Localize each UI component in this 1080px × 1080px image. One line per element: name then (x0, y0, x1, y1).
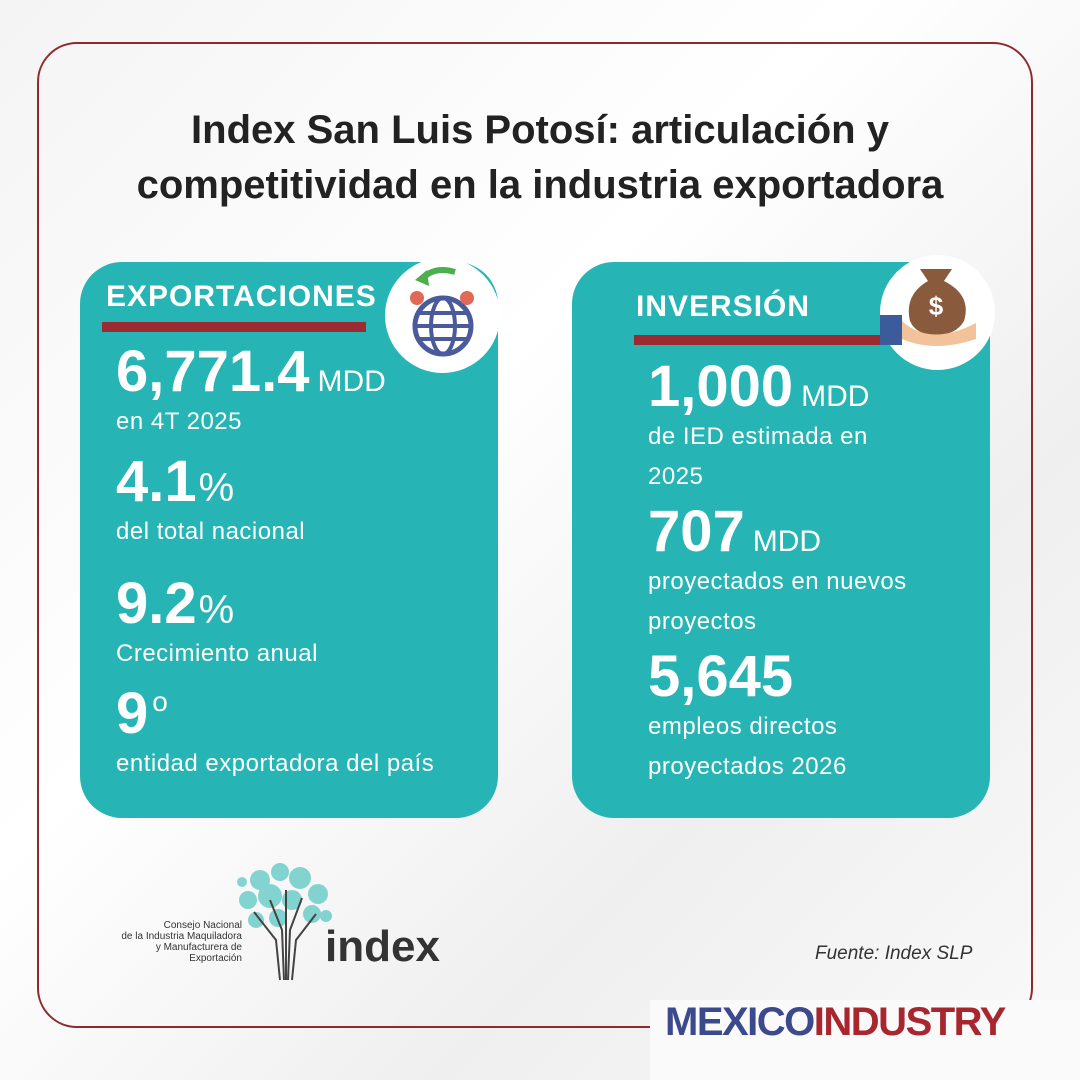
stat-value: 9.2 (116, 571, 197, 636)
stat-unit: MDD (317, 365, 386, 398)
stat-label: proyectos (648, 608, 757, 635)
stat-value: 5,645 (648, 644, 794, 709)
stat-label: proyectados en nuevos (648, 568, 907, 595)
stat: 9.2% Crecimiento anual (116, 574, 318, 674)
stat-label: de IED estimada en (648, 423, 868, 450)
stat: 1,000 MDD de IED estimada en 2025 (648, 357, 869, 497)
brand: MEXICOINDUSTRY (665, 1000, 1006, 1045)
stat: 5,645 empleos directos proyectados 2026 (648, 647, 847, 787)
title: Index San Luis Potosí: articulación y (191, 108, 889, 152)
stat-label: empleos directos (648, 713, 838, 740)
logo-name: index (325, 922, 440, 971)
svg-text:$: $ (929, 291, 944, 321)
frame (37, 42, 1033, 1028)
title: competitividad en la industria exportado… (136, 163, 944, 207)
index-logo-tree (237, 863, 332, 981)
stat: 707 MDD proyectados en nuevos proyectos (648, 502, 907, 642)
stat-label: 2025 (648, 463, 704, 490)
globe-icon (385, 258, 500, 373)
stat-label: entidad exportadora del país (116, 750, 435, 777)
heading-bar (102, 322, 366, 332)
stat-value: 4.1 (116, 449, 197, 514)
stat-unit: % (198, 588, 235, 632)
stat: 9 o entidad exportadora del país (116, 684, 434, 784)
heading-bar (634, 335, 892, 345)
logo-org-line: de la Industria Maquiladora (121, 931, 242, 942)
stat-value: 1,000 (648, 354, 794, 419)
stat-value-line: 5,645 (648, 647, 847, 707)
money-graphic: $ (880, 269, 976, 346)
stat: 6,771.4 MDD en 4T 2025 (116, 342, 386, 442)
stat-value: 9 (116, 681, 149, 746)
stat-unit: MDD (752, 525, 822, 558)
stat-value-line: 1,000 MDD (648, 357, 869, 417)
logo-org-line: y Manufacturera de Exportación (155, 942, 242, 964)
stat-unit: MDD (801, 380, 870, 413)
stat-value: 707 (648, 499, 745, 564)
frame-gap (650, 1000, 1080, 1080)
globe-graphic (410, 267, 474, 357)
stat-value-line: 6,771.4 MDD (116, 342, 386, 402)
stat-value: 6,771.4 (116, 339, 310, 404)
brand-second: INDUSTRY (813, 1000, 1006, 1044)
stat-value-line: 707 MDD (648, 502, 907, 562)
stat-label: Crecimiento anual (116, 640, 318, 667)
money-icon: $ (880, 255, 995, 370)
brand-first: MEXICO (665, 1000, 815, 1044)
stat-label: en 4T 2025 (116, 408, 242, 435)
stat-label: del total nacional (116, 518, 306, 545)
stat: 4.1% del total nacional (116, 452, 305, 552)
stat-unit: % (198, 466, 235, 510)
source: Fuente: Index SLP (815, 943, 973, 964)
logo-org-line: Consejo Nacional (163, 920, 242, 931)
card-heading: INVERSIÓN (636, 290, 811, 323)
stat-value-line: 4.1% (116, 452, 305, 512)
stat-unit: o (152, 686, 168, 717)
card-heading: EXPORTACIONES (106, 280, 377, 313)
logo-org: Consejo Nacional de la Industria Maquila… (110, 920, 242, 964)
stat-value-line: 9.2% (116, 574, 318, 634)
stat-label: proyectados 2026 (648, 753, 847, 780)
